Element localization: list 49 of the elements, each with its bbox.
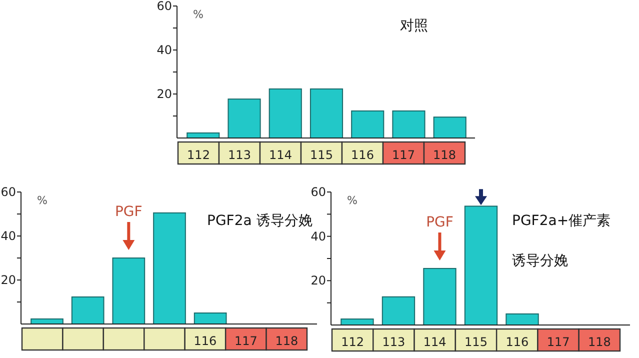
y-tick-label: 20: [310, 274, 326, 288]
y-tick-label: 20: [156, 87, 172, 101]
bar: [392, 110, 426, 138]
y-tick-label: 40: [0, 229, 16, 243]
y-axis-title: %: [347, 194, 358, 207]
x-tick-label: 117: [392, 148, 415, 162]
bar: [71, 296, 104, 324]
bar: [382, 296, 416, 326]
x-tick-label: 118: [588, 335, 611, 349]
x-tick-label: 114: [269, 148, 292, 162]
x-tick-label: 112: [341, 335, 364, 349]
x-tick-label: 116: [194, 334, 217, 348]
bar: [433, 116, 466, 138]
bar: [464, 206, 498, 326]
x-tick-label: 117: [546, 335, 570, 349]
bar: [228, 98, 261, 138]
bar: [194, 312, 227, 324]
text: PGF2a 诱导分娩: [207, 213, 312, 229]
bar: [423, 268, 456, 326]
y-tick-label: 60: [0, 185, 16, 199]
bar: [506, 313, 539, 326]
x-tick-label: 115: [464, 335, 488, 349]
bar: [268, 88, 302, 138]
y-tick-label: 60: [156, 0, 172, 13]
annotation: PGF: [114, 204, 142, 220]
bar: [112, 258, 146, 324]
y-tick-label: 60: [310, 185, 326, 199]
x-tick-label: 118: [433, 148, 456, 162]
x-tick-label: 113: [382, 335, 406, 349]
bar: [351, 110, 384, 138]
bar: [310, 88, 344, 138]
x-tick-label: 118: [275, 334, 298, 348]
x-tick-label: 116: [351, 148, 374, 162]
x-tick-label: 117: [234, 334, 258, 348]
annotation: PGF: [426, 214, 454, 230]
text: 诱导分娩: [512, 253, 568, 269]
bar: [153, 212, 186, 324]
y-tick-label: 20: [0, 273, 16, 287]
y-axis-title: %: [193, 8, 204, 21]
y-axis-title: %: [37, 194, 48, 207]
x-tick-label: 114: [423, 335, 446, 349]
text: 对照: [400, 18, 428, 34]
x-tick-label: 116: [506, 335, 529, 349]
x-tick-label: 113: [228, 148, 251, 162]
y-tick-label: 40: [310, 229, 326, 244]
x-tick-label: 115: [310, 148, 333, 162]
text: PGF2a+催产素: [512, 213, 611, 229]
x-tick-label: 112: [187, 148, 210, 162]
y-tick-label: 40: [156, 43, 172, 57]
